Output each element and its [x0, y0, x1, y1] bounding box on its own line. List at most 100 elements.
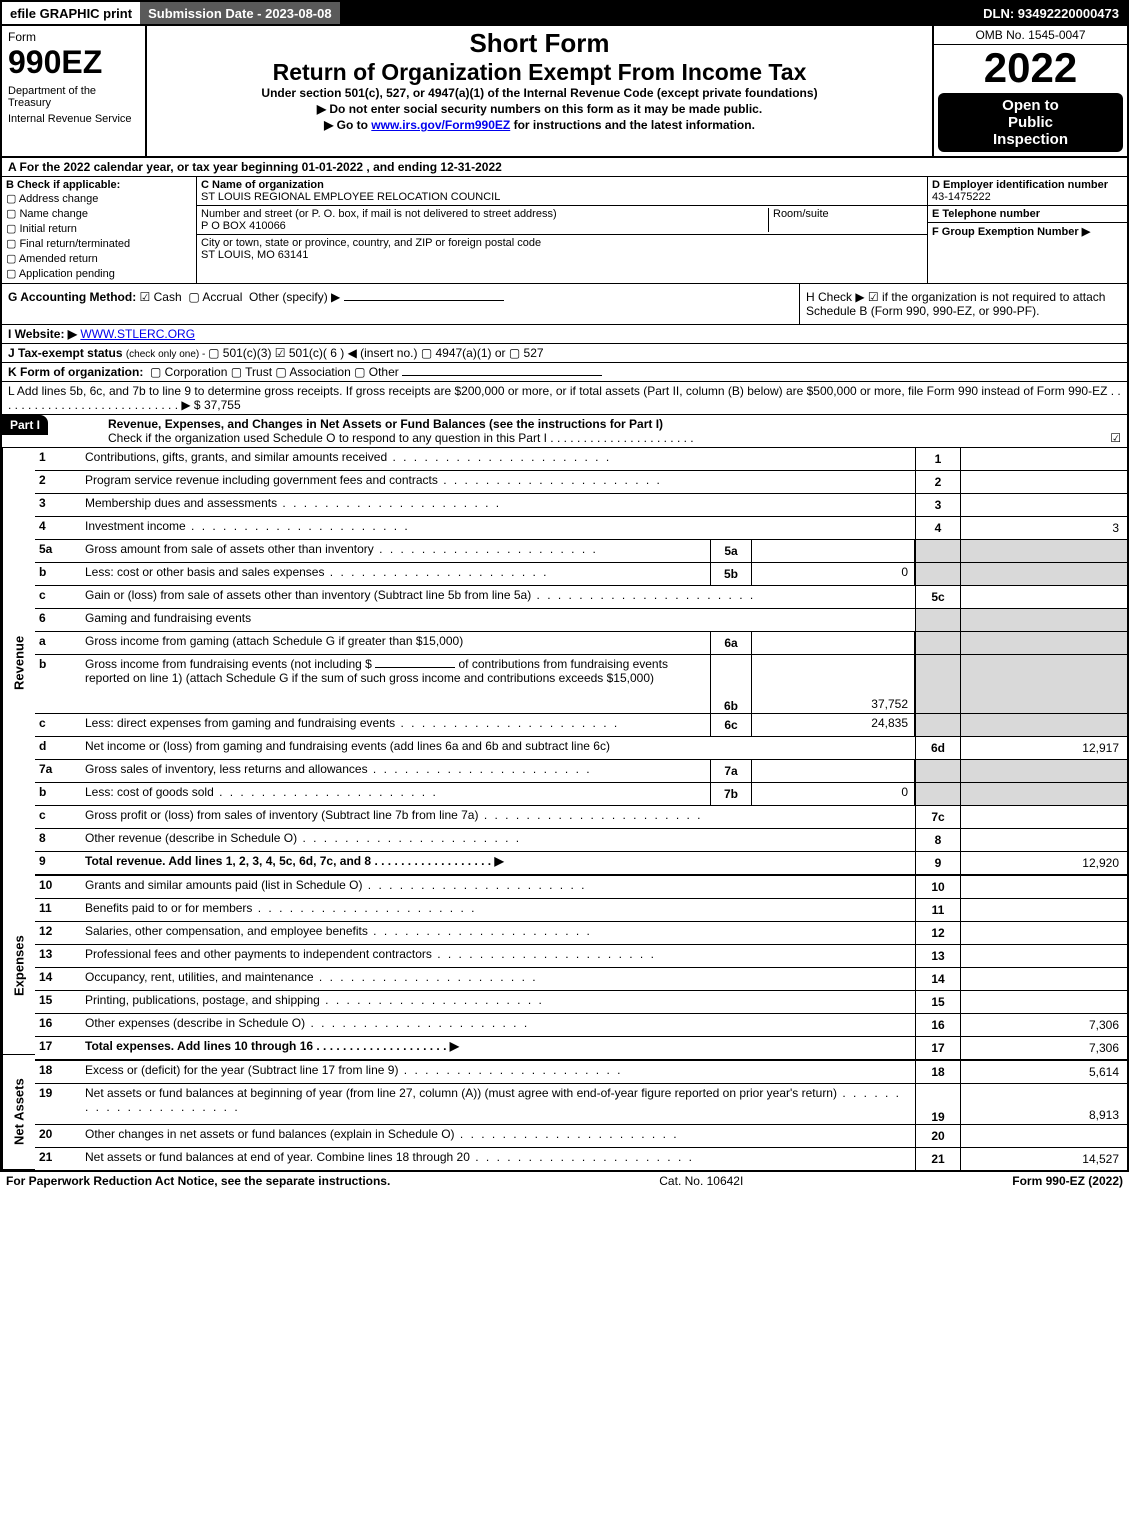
ln-15-desc: Printing, publications, postage, and shi… [81, 991, 915, 1013]
ln-5a-rv [960, 540, 1127, 562]
line-21: 21 Net assets or fund balances at end of… [35, 1148, 1127, 1170]
ln-6b-blank[interactable] [375, 667, 455, 668]
form-outer: Form 990EZ Department of the Treasury In… [0, 26, 1129, 1172]
goto-post: for instructions and the latest informat… [510, 118, 755, 132]
ln-11-rv [960, 899, 1127, 921]
ln-20-rv [960, 1125, 1127, 1147]
ln-4-no: 4 [35, 517, 81, 539]
chk-initial-return[interactable]: Initial return [6, 221, 192, 236]
k-other-blank[interactable] [402, 375, 602, 376]
g-other[interactable]: Other (specify) ▶ [249, 290, 340, 304]
line-a-mid: , and ending [363, 160, 440, 174]
line-l: L Add lines 5b, 6c, and 7b to line 9 to … [2, 382, 1127, 415]
ln-3-desc: Membership dues and assessments [81, 494, 915, 516]
l-amount: 37,755 [204, 398, 241, 412]
grid-lines: 1 Contributions, gifts, grants, and simi… [35, 448, 1127, 1170]
ln-6c-rv [960, 714, 1127, 736]
ln-20-rn: 20 [915, 1125, 960, 1147]
chk-final-return[interactable]: Final return/terminated [6, 236, 192, 251]
ln-6b-no: b [35, 655, 81, 713]
dept-treasury: Department of the Treasury [8, 85, 139, 109]
ln-18-no: 18 [35, 1061, 81, 1083]
ln-7a-rv [960, 760, 1127, 782]
ln-2-desc: Program service revenue including govern… [81, 471, 915, 493]
ln-7a-rn [915, 760, 960, 782]
ln-7c-rv [960, 806, 1127, 828]
ln-1-rn: 1 [915, 448, 960, 470]
ln-10-rv [960, 876, 1127, 898]
line-9: 9 Total revenue. Add lines 1, 2, 3, 4, 5… [35, 852, 1127, 876]
footer-right-bold: 990-EZ [1046, 1174, 1085, 1188]
open-line2: Public [942, 114, 1119, 131]
j-small: (check only one) - [126, 349, 208, 360]
col-c: C Name of organization ST LOUIS REGIONAL… [197, 177, 927, 283]
ln-10-no: 10 [35, 876, 81, 898]
ln-17-rv: 7,306 [960, 1037, 1127, 1059]
form-right-block: OMB No. 1545-0047 2022 Open to Public In… [932, 26, 1127, 156]
line-10: 10 Grants and similar amounts paid (list… [35, 876, 1127, 899]
ln-12-no: 12 [35, 922, 81, 944]
ln-6-no: 6 [35, 609, 81, 631]
ln-6b-in: 6b [710, 655, 752, 713]
ln-14-rn: 14 [915, 968, 960, 990]
ln-7a-desc: Gross sales of inventory, less returns a… [81, 760, 710, 782]
ln-7c-rn: 7c [915, 806, 960, 828]
ln-5b-rn [915, 563, 960, 585]
ln-6b-rn [915, 655, 960, 713]
chk-amended-return[interactable]: Amended return [6, 251, 192, 266]
chk-name-change[interactable]: Name change [6, 206, 192, 221]
ln-2-no: 2 [35, 471, 81, 493]
ln-17-rn: 17 [915, 1037, 960, 1059]
title-short-form: Short Form [153, 28, 926, 59]
ln-6a-rn [915, 632, 960, 654]
ln-18-rn: 18 [915, 1061, 960, 1083]
ln-2-rn: 2 [915, 471, 960, 493]
ln-9-desc: Total revenue. Add lines 1, 2, 3, 4, 5c,… [81, 852, 915, 874]
ln-12-rn: 12 [915, 922, 960, 944]
ln-9-no: 9 [35, 852, 81, 874]
ln-5c-rv [960, 586, 1127, 608]
ln-19-no: 19 [35, 1084, 81, 1124]
ln-21-no: 21 [35, 1148, 81, 1170]
c-name-label: C Name of organization [201, 179, 324, 191]
ein-value: 43-1475222 [932, 191, 991, 203]
ln-19-desc: Net assets or fund balances at beginning… [81, 1084, 915, 1124]
part1-heading: Revenue, Expenses, and Changes in Net As… [108, 417, 663, 431]
part1-checked-icon[interactable]: ☑ [1110, 431, 1121, 445]
side-revenue: Revenue [2, 448, 35, 878]
line-5b: b Less: cost or other basis and sales ex… [35, 563, 1127, 586]
row-gh: G Accounting Method: Cash Accrual Other … [2, 284, 1127, 325]
title-return: Return of Organization Exempt From Incom… [153, 59, 926, 86]
footer-catno: Cat. No. 10642I [390, 1174, 1012, 1188]
ln-13-rn: 13 [915, 945, 960, 967]
line-19: 19 Net assets or fund balances at beginn… [35, 1084, 1127, 1125]
i-label: I Website: ▶ [8, 327, 77, 341]
k-opts[interactable]: ▢ Corporation ▢ Trust ▢ Association ▢ Ot… [150, 365, 399, 379]
ln-20-desc: Other changes in net assets or fund bala… [81, 1125, 915, 1147]
ln-8-rv [960, 829, 1127, 851]
part1-header-row: Part I Revenue, Expenses, and Changes in… [2, 415, 1127, 448]
ln-13-desc: Professional fees and other payments to … [81, 945, 915, 967]
e-label: E Telephone number [932, 208, 1040, 220]
website-link[interactable]: WWW.STLERC.ORG [80, 327, 195, 341]
goto-link[interactable]: www.irs.gov/Form990EZ [371, 118, 510, 132]
g-other-blank[interactable] [344, 300, 504, 301]
j-opts[interactable]: ▢ 501(c)(3) ☑ 501(c)( 6 ) ◀ (insert no.)… [208, 346, 543, 360]
ln-7c-desc: Gross profit or (loss) from sales of inv… [81, 806, 915, 828]
efile-print[interactable]: efile GRAPHIC print [2, 2, 140, 24]
g-cash[interactable]: Cash [140, 290, 182, 304]
chk-address-change[interactable]: Address change [6, 191, 192, 206]
line-7a: 7a Gross sales of inventory, less return… [35, 760, 1127, 783]
line-a-pre: A For the 2022 calendar year, or tax yea… [8, 160, 302, 174]
ln-4-rn: 4 [915, 517, 960, 539]
g-accrual[interactable]: Accrual [188, 290, 242, 304]
ln-7b-in: 7b [710, 783, 752, 805]
ln-8-no: 8 [35, 829, 81, 851]
ln-16-desc: Other expenses (describe in Schedule O) [81, 1014, 915, 1036]
footer-right-post: (2022) [1085, 1174, 1123, 1188]
chk-application-pending[interactable]: Application pending [6, 266, 192, 281]
ln-11-rn: 11 [915, 899, 960, 921]
org-city: ST LOUIS, MO 63141 [201, 249, 308, 261]
d-label: D Employer identification number [932, 179, 1108, 191]
col-b: B Check if applicable: Address change Na… [2, 177, 197, 283]
